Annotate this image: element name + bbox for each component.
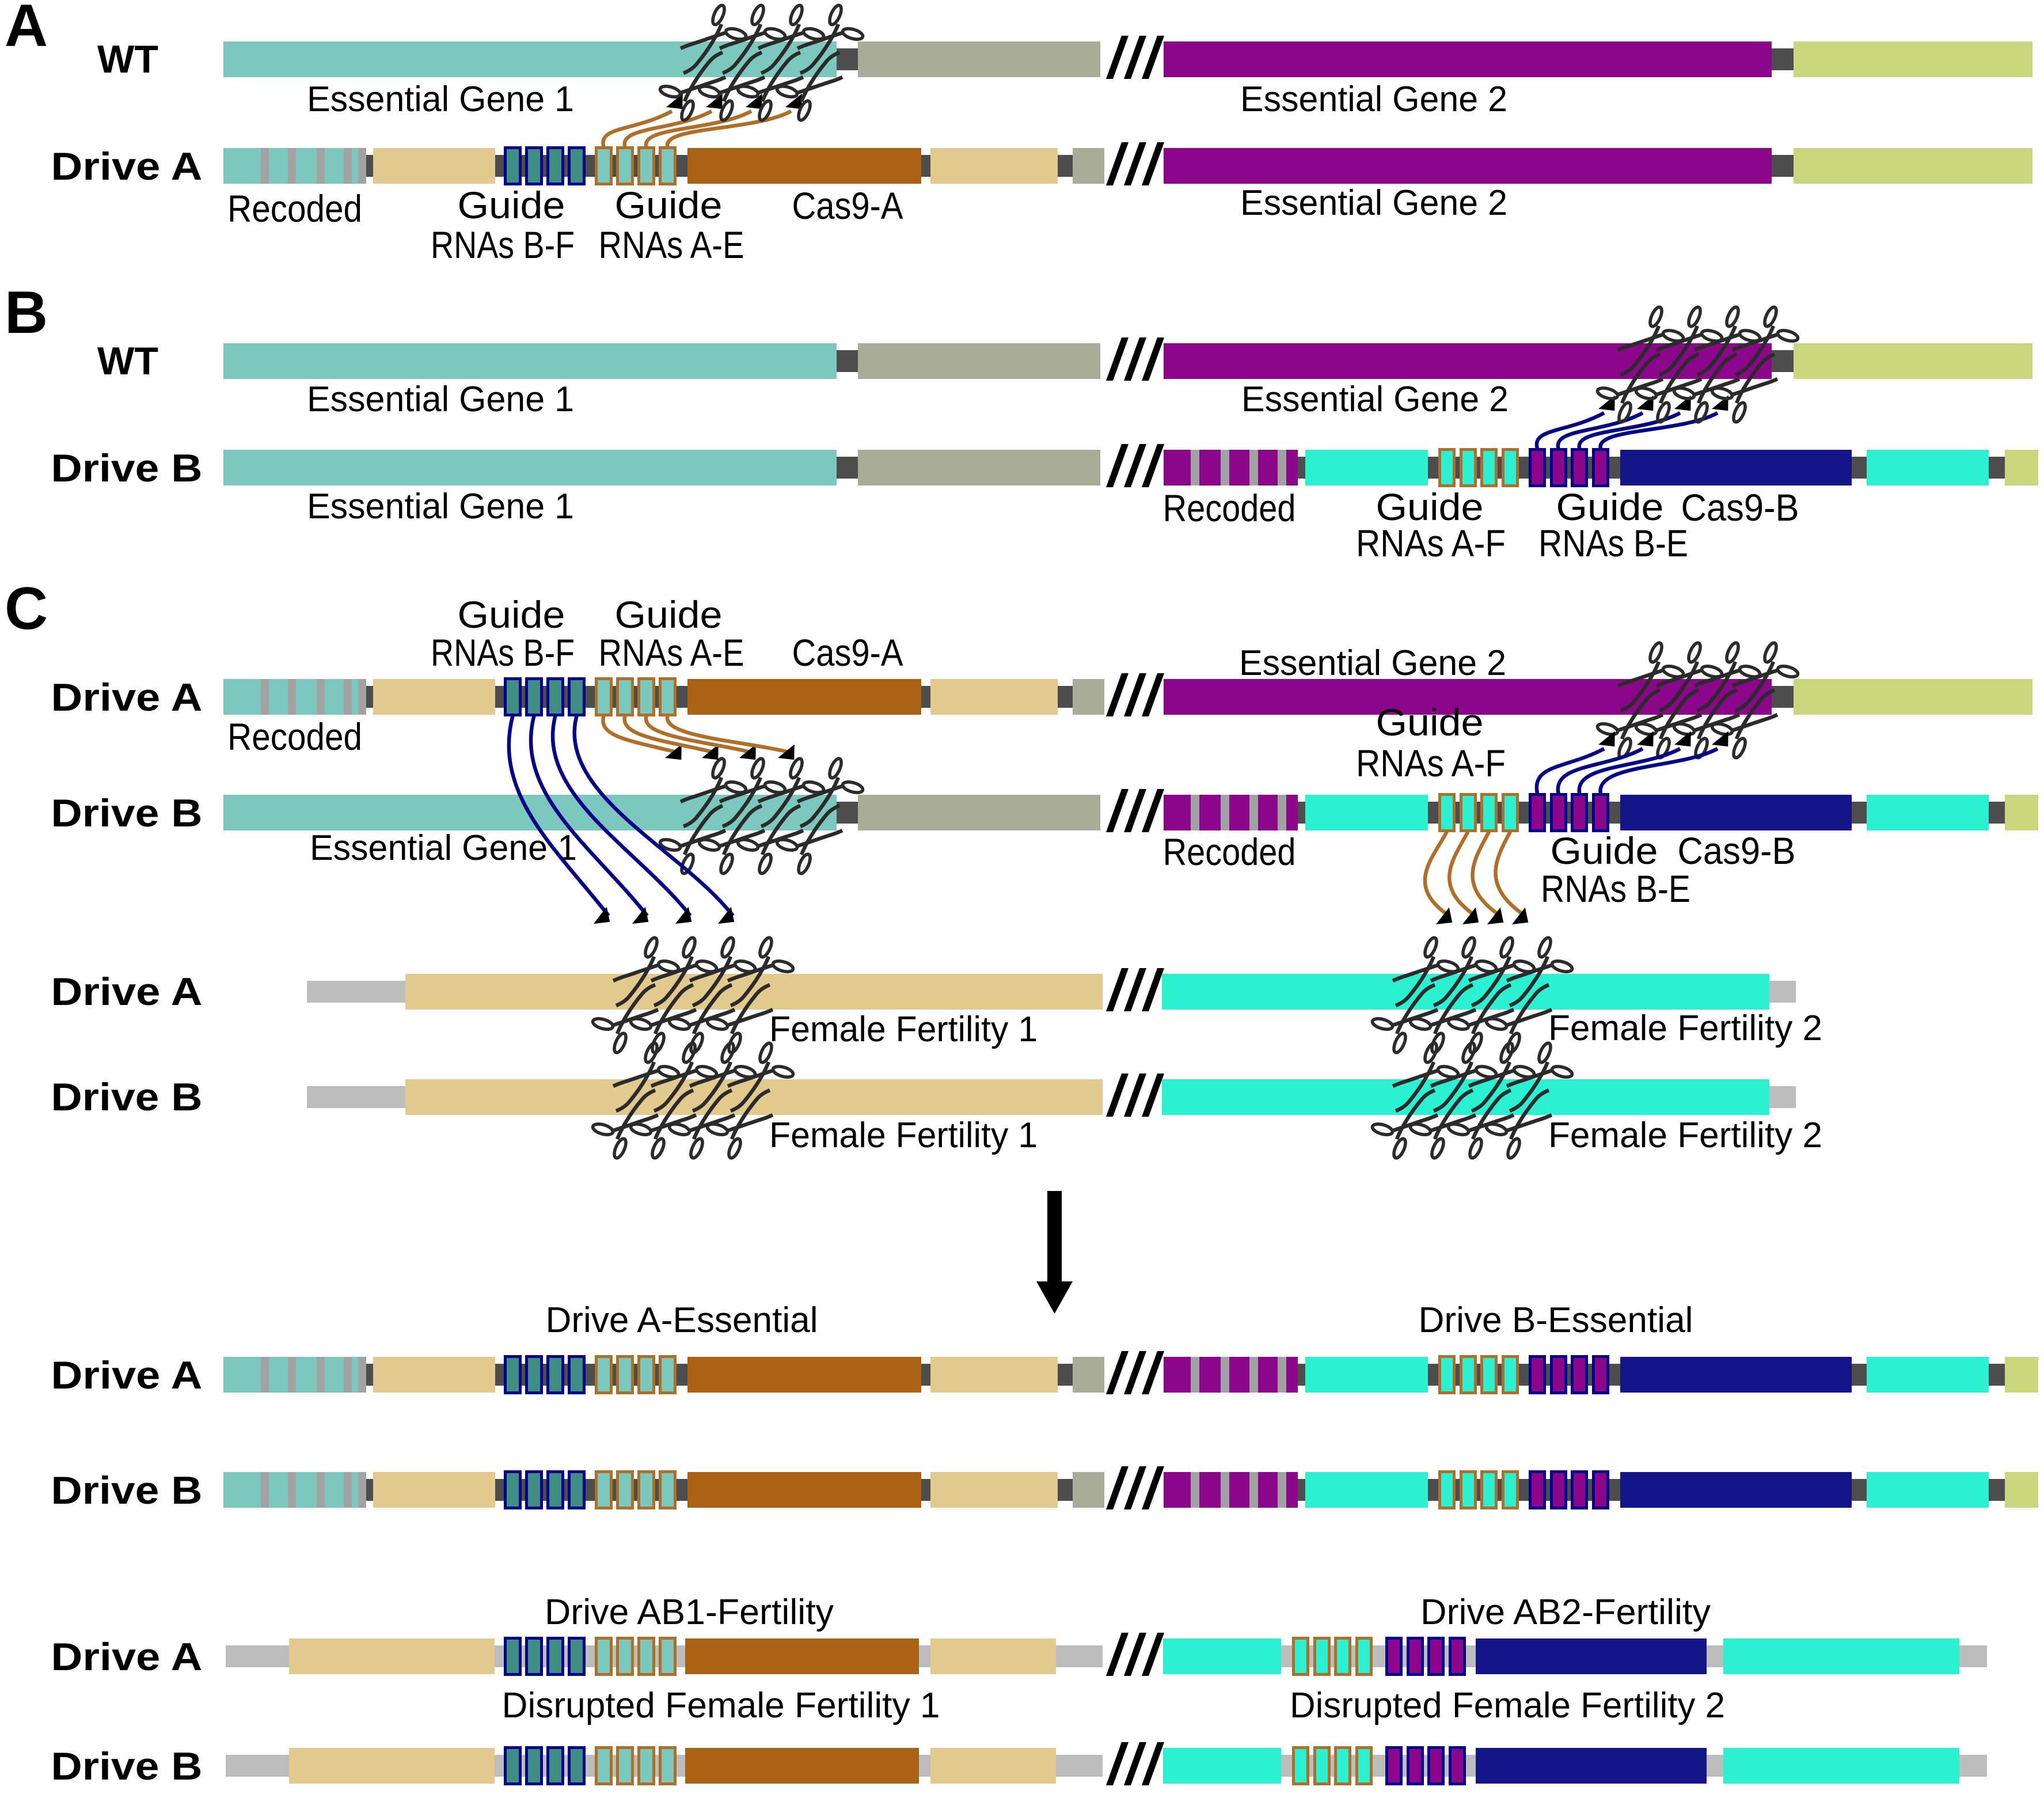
svg-text:Guide: Guide — [1376, 701, 1484, 744]
svg-text:Drive A-Essential: Drive A-Essential — [546, 1300, 818, 1340]
svg-text:Essential Gene 2: Essential Gene 2 — [1241, 380, 1509, 419]
svg-text:Drive B: Drive B — [51, 1075, 203, 1119]
svg-text:Guide: Guide — [1556, 485, 1664, 528]
svg-text:Guide: Guide — [1551, 829, 1658, 872]
svg-text:Essential Gene 1: Essential Gene 1 — [307, 380, 574, 419]
svg-text:B: B — [5, 279, 48, 346]
svg-text:Drive A: Drive A — [51, 1635, 203, 1679]
svg-text:RNAs B-E: RNAs B-E — [1538, 522, 1688, 564]
svg-text:Drive A: Drive A — [51, 145, 203, 188]
svg-text:RNAs A-F: RNAs A-F — [1356, 742, 1506, 784]
svg-text:Guide: Guide — [458, 184, 565, 226]
svg-text:Guide: Guide — [1376, 485, 1484, 528]
svg-text:Drive B: Drive B — [51, 1469, 203, 1512]
svg-text:Drive B: Drive B — [51, 791, 203, 835]
svg-text:RNAs B-F: RNAs B-F — [431, 631, 575, 674]
svg-text:RNAs B-E: RNAs B-E — [1541, 867, 1690, 910]
svg-text:WT: WT — [97, 37, 158, 81]
svg-text:Essential Gene 2: Essential Gene 2 — [1240, 183, 1507, 223]
svg-text:A: A — [5, 0, 48, 59]
svg-text:Drive B: Drive B — [51, 1744, 203, 1788]
svg-text:Recoded: Recoded — [1163, 830, 1296, 873]
svg-text:Essential Gene 2: Essential Gene 2 — [1239, 643, 1506, 683]
svg-text:Cas9-A: Cas9-A — [792, 184, 903, 227]
svg-text:Drive A: Drive A — [51, 676, 203, 719]
svg-text:RNAs A-F: RNAs A-F — [1356, 522, 1506, 564]
svg-text:Female Fertility 2: Female Fertility 2 — [1548, 1116, 1822, 1155]
svg-text:Female Fertility 1: Female Fertility 1 — [769, 1116, 1038, 1155]
svg-text:Cas9-B: Cas9-B — [1681, 486, 1799, 529]
svg-text:Cas9-B: Cas9-B — [1678, 829, 1796, 872]
svg-text:RNAs B-F: RNAs B-F — [431, 223, 575, 266]
svg-text:Drive A: Drive A — [51, 970, 203, 1014]
svg-text:Disrupted Female Fertility 1: Disrupted Female Fertility 1 — [502, 1686, 940, 1725]
svg-text:Drive B: Drive B — [51, 446, 203, 490]
svg-text:Essential Gene 1: Essential Gene 1 — [307, 79, 574, 119]
svg-text:WT: WT — [97, 339, 158, 383]
svg-text:RNAs A-E: RNAs A-E — [599, 631, 744, 674]
svg-text:Essential Gene 1: Essential Gene 1 — [310, 828, 577, 868]
svg-text:Guide: Guide — [458, 593, 565, 636]
svg-text:Drive AB2-Fertility: Drive AB2-Fertility — [1420, 1592, 1711, 1632]
svg-text:Drive A: Drive A — [51, 1353, 203, 1397]
svg-text:Female Fertility 2: Female Fertility 2 — [1548, 1008, 1822, 1048]
svg-text:Essential Gene 1: Essential Gene 1 — [307, 487, 574, 526]
svg-text:Drive AB1-Fertility: Drive AB1-Fertility — [545, 1592, 834, 1632]
svg-text:Recoded: Recoded — [227, 187, 362, 230]
svg-text:Drive B-Essential: Drive B-Essential — [1419, 1300, 1693, 1340]
svg-text:C: C — [5, 575, 48, 642]
svg-text:Recoded: Recoded — [1163, 487, 1296, 529]
svg-text:Guide: Guide — [615, 593, 723, 636]
svg-text:Disrupted Female Fertility 2: Disrupted Female Fertility 2 — [1290, 1686, 1725, 1725]
svg-text:Guide: Guide — [615, 184, 723, 226]
svg-text:RNAs A-E: RNAs A-E — [599, 223, 744, 266]
svg-text:Female Fertility 1: Female Fertility 1 — [769, 1010, 1038, 1049]
svg-text:Essential Gene 2: Essential Gene 2 — [1240, 79, 1507, 119]
svg-text:Cas9-A: Cas9-A — [792, 631, 903, 674]
svg-text:Recoded: Recoded — [227, 715, 362, 758]
